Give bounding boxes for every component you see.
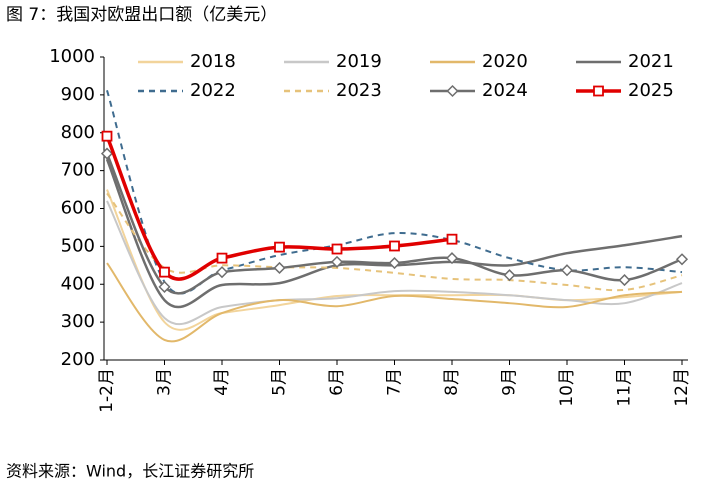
y-tick-label: 800 [61,122,95,143]
x-tick-label: 6月 [327,368,347,396]
point-marker [100,147,114,160]
point-marker [388,256,401,270]
x-tick-label: 7月 [385,368,405,396]
series-line [105,158,683,309]
x-tick-label: 4月 [212,368,232,396]
series-line [105,153,683,295]
legend-label: 2024 [482,80,528,101]
point-marker [330,255,344,268]
series-line [105,135,453,281]
y-tick-label: 300 [61,311,95,332]
point-marker [101,130,113,142]
x-tick-label: 3月 [155,368,175,396]
point-marker [618,274,631,287]
point-marker [331,243,343,255]
y-tick-label: 200 [61,349,95,370]
legend-label: 2019 [336,51,382,72]
point-marker [675,253,689,266]
point-marker [593,85,604,97]
x-tick-label: 10月 [557,368,577,407]
point-marker [159,266,170,278]
y-tick-label: 700 [61,160,95,181]
x-tick-label: 1-2月 [97,368,117,413]
point-marker [445,252,459,265]
x-tick-label: 11月 [615,368,635,407]
point-marker [446,84,459,98]
legend-label: 2021 [628,51,674,72]
point-marker [273,261,286,275]
y-tick-label: 400 [61,273,95,294]
source-note: 资料来源：Wind，长江证券研究所 [6,462,254,481]
legend-label: 2020 [482,51,528,72]
legend-label: 2022 [190,80,236,101]
point-marker [446,233,458,245]
x-tick-label: 5月 [270,368,290,396]
legend-label: 2023 [336,80,382,101]
y-tick-label: 1000 [49,46,95,67]
point-marker [215,266,229,279]
y-tick-label: 500 [61,235,95,256]
series-line [106,192,683,292]
point-marker [560,264,574,277]
x-tick-label: 12月 [672,368,692,407]
series-line [106,200,683,326]
y-tick-label: 600 [61,198,95,219]
point-marker [216,252,228,264]
legend-label: 2025 [628,80,674,101]
y-tick-label: 900 [61,84,95,105]
point-marker [389,240,400,252]
x-tick-label: 8月 [442,368,462,396]
point-marker [274,241,285,253]
chart-title: 图 7：我国对欧盟出口额（亿美元） [6,5,277,25]
series-line [106,262,683,343]
point-marker [503,269,516,282]
legend-label: 2018 [190,51,236,72]
point-marker [158,280,171,293]
x-tick-label: 9月 [500,368,520,396]
